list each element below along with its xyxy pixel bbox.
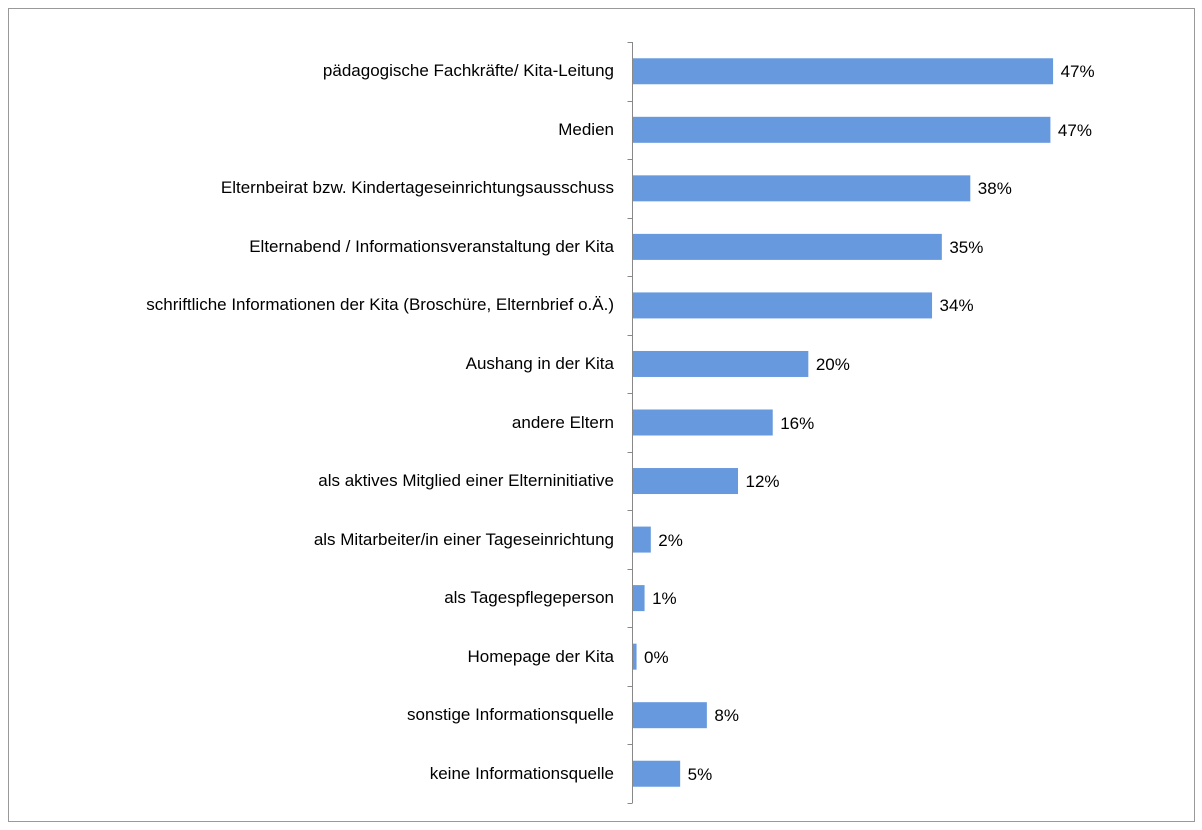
category-label: Elternabend / Informationsveranstaltung … [249,236,614,256]
bar [633,409,773,436]
value-label: 5% [687,764,713,784]
value-label: 47% [1060,62,1095,82]
bar [633,585,645,612]
category-label: Homepage der Kita [467,646,614,666]
category-label: Elternbeirat bzw. Kindertageseinrichtung… [220,178,614,198]
bar [633,468,739,495]
category-label: als Tagespflegeperson [444,588,614,608]
value-label: 2% [658,530,683,550]
category-label: als Mitarbeiter/in einer Tageseinrichtun… [313,529,614,549]
value-label: 20% [815,354,850,374]
bar [633,702,707,729]
bar [633,760,681,787]
bar [633,292,933,319]
category-label: keine Informationsquelle [429,763,614,783]
value-label: 47% [1057,120,1092,140]
value-label: 34% [939,296,974,316]
bar [633,643,637,670]
bar [633,350,809,377]
value-label: 38% [977,179,1012,199]
value-label: 0% [644,647,669,667]
bar [633,116,1051,143]
category-label: andere Eltern [511,412,614,432]
chart-frame [8,8,1195,822]
category-label: als aktives Mitglied einer Elterninitiat… [318,471,614,491]
category-label: Aushang in der Kita [465,353,614,373]
category-label: pädagogische Fachkräfte/ Kita-Leitung [322,61,614,81]
value-label: 8% [714,706,739,726]
bar [633,233,942,260]
bar [633,526,651,553]
value-label: 35% [949,237,984,257]
value-label: 16% [780,413,815,433]
value-label: 12% [745,472,780,492]
category-label: schriftliche Informationen der Kita (Bro… [146,295,614,315]
bar [633,175,971,202]
category-label: Medien [558,119,614,139]
category-label: sonstige Informationsquelle [407,705,614,725]
value-label: 1% [652,589,677,609]
bar [633,58,1054,85]
